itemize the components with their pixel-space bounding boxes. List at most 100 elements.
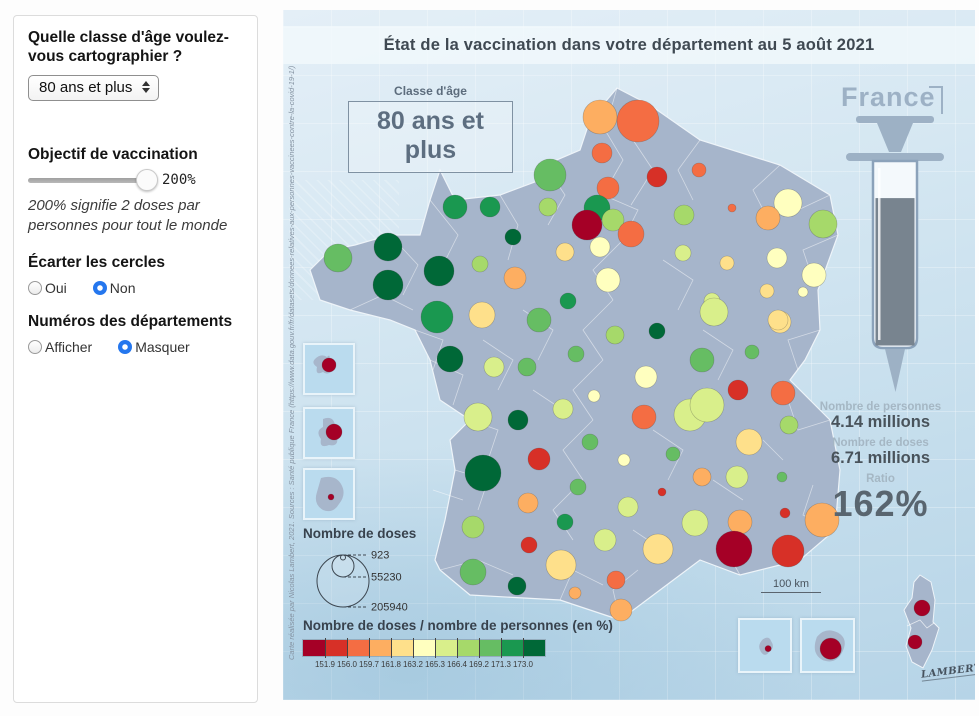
department-circle[interactable] — [715, 530, 753, 568]
department-circle[interactable] — [571, 209, 603, 241]
department-circle[interactable] — [605, 325, 625, 345]
department-circle[interactable] — [735, 428, 763, 456]
department-circle[interactable] — [634, 365, 658, 389]
department-circle[interactable] — [646, 166, 668, 188]
department-circle[interactable] — [420, 300, 454, 334]
department-circle[interactable] — [461, 515, 485, 539]
department-circle[interactable] — [595, 267, 621, 293]
department-circle[interactable] — [755, 205, 781, 231]
department-circle[interactable] — [527, 447, 551, 471]
department-circle[interactable] — [725, 465, 749, 489]
department-circle[interactable] — [642, 533, 674, 565]
department-circle[interactable] — [517, 492, 539, 514]
department-circle[interactable] — [819, 637, 842, 660]
department-circle[interactable] — [459, 558, 487, 586]
department-circle[interactable] — [325, 423, 343, 441]
department-circle[interactable] — [569, 478, 587, 496]
department-circle[interactable] — [321, 357, 337, 373]
department-circle[interactable] — [507, 409, 529, 431]
department-circle[interactable] — [648, 322, 666, 340]
objective-slider-track[interactable] — [28, 169, 158, 192]
department-circle[interactable] — [483, 356, 505, 378]
department-circle[interactable] — [681, 509, 709, 537]
department-circle[interactable] — [479, 196, 501, 218]
department-circle[interactable] — [596, 176, 620, 200]
department-circle[interactable] — [779, 415, 799, 435]
age-class-select[interactable]: 80 ans et plus — [28, 74, 160, 101]
department-circle[interactable] — [587, 389, 601, 403]
department-circle[interactable] — [727, 379, 749, 401]
numbers-radio-checked[interactable] — [118, 340, 133, 355]
department-circle[interactable] — [776, 471, 788, 483]
department-circle[interactable] — [526, 307, 552, 333]
department-circle[interactable] — [538, 197, 558, 217]
department-circle[interactable] — [468, 301, 496, 329]
department-circle[interactable] — [766, 247, 788, 269]
department-circle[interactable] — [804, 502, 840, 538]
numbers-radio-unchecked[interactable] — [28, 340, 42, 355]
department-circle[interactable] — [601, 208, 625, 232]
department-circle[interactable] — [545, 549, 577, 581]
department-circle[interactable] — [373, 232, 403, 262]
department-circle[interactable] — [617, 220, 645, 248]
department-circle[interactable] — [616, 99, 660, 143]
department-circle[interactable] — [593, 528, 617, 552]
department-circle[interactable] — [689, 347, 715, 373]
department-circle[interactable] — [555, 242, 575, 262]
department-circle[interactable] — [727, 509, 753, 535]
department-circle[interactable] — [692, 467, 712, 487]
department-circle[interactable] — [606, 570, 626, 590]
department-circle[interactable] — [568, 586, 582, 600]
department-circle[interactable] — [779, 507, 791, 519]
department-circle[interactable] — [773, 188, 803, 218]
department-circle[interactable] — [556, 513, 574, 531]
department-circle[interactable] — [609, 598, 633, 622]
department-circle[interactable] — [507, 576, 527, 596]
department-circle[interactable] — [323, 243, 353, 273]
department-circle[interactable] — [442, 194, 468, 220]
department-circle[interactable] — [801, 262, 827, 288]
department-circle[interactable] — [436, 345, 464, 373]
department-circle[interactable] — [471, 255, 489, 273]
department-circle[interactable] — [771, 534, 805, 568]
objective-slider-thumb[interactable] — [136, 169, 158, 192]
numbers-option-masquer[interactable]: Masquer — [118, 339, 190, 355]
department-circle[interactable] — [759, 283, 775, 299]
department-circle[interactable] — [673, 204, 695, 226]
department-circle[interactable] — [691, 162, 707, 178]
department-circle[interactable] — [581, 433, 599, 451]
department-circle[interactable] — [463, 402, 493, 432]
department-circle[interactable] — [520, 536, 538, 554]
department-circle[interactable] — [699, 297, 729, 327]
department-circle[interactable] — [567, 345, 585, 363]
department-circle[interactable] — [719, 255, 735, 271]
department-circle[interactable] — [552, 398, 574, 420]
department-circle[interactable] — [764, 645, 772, 653]
department-circle[interactable] — [591, 142, 613, 164]
department-circle[interactable] — [559, 292, 577, 310]
department-circle[interactable] — [327, 493, 335, 501]
department-circle[interactable] — [504, 228, 522, 246]
department-circle[interactable] — [372, 269, 404, 301]
department-circle[interactable] — [727, 203, 737, 213]
department-circle[interactable] — [589, 236, 611, 258]
department-circle[interactable] — [665, 446, 681, 462]
department-circle[interactable] — [674, 244, 692, 262]
department-circle[interactable] — [913, 599, 931, 617]
department-circle[interactable] — [503, 266, 527, 290]
spread-radio-unchecked[interactable] — [28, 281, 42, 295]
department-circle[interactable] — [744, 344, 760, 360]
department-circle[interactable] — [631, 404, 657, 430]
department-circle[interactable] — [582, 99, 618, 135]
department-circle[interactable] — [464, 454, 502, 492]
department-circle[interactable] — [689, 387, 725, 423]
numbers-option-afficher[interactable]: Afficher — [28, 339, 92, 355]
spread-radio-checked[interactable] — [92, 281, 107, 295]
department-circle[interactable] — [657, 487, 667, 497]
spread-option-oui[interactable]: Oui — [28, 280, 67, 296]
department-circle[interactable] — [517, 357, 537, 377]
department-circle[interactable] — [617, 496, 639, 518]
department-circle[interactable] — [797, 286, 809, 298]
department-circle[interactable] — [767, 309, 789, 331]
spread-option-non[interactable]: Non — [92, 280, 135, 296]
